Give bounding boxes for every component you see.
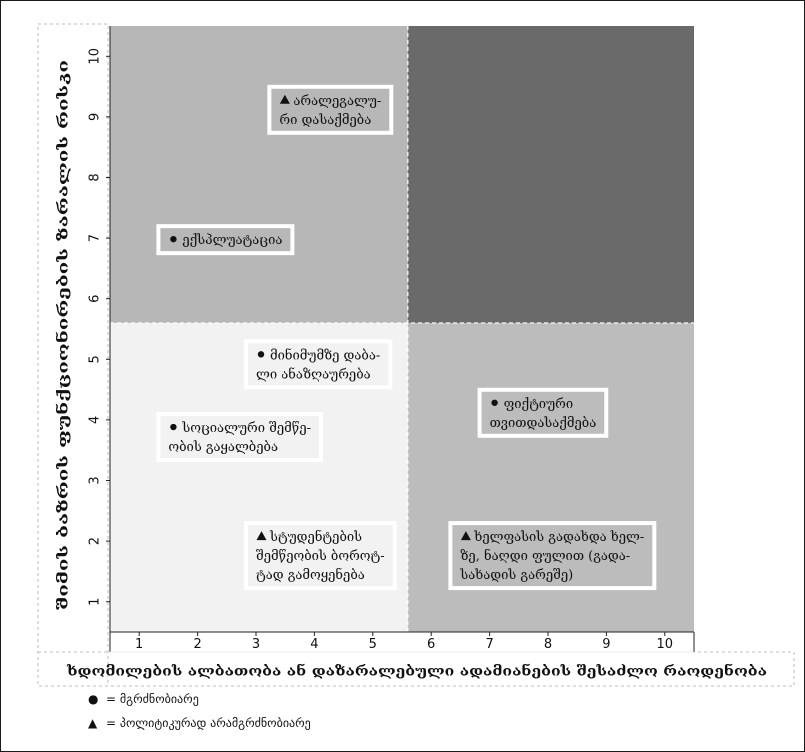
data-point-marker-triangle (460, 531, 471, 541)
x-axis-title: ხდომილების ალბათობა ან დაზარალებული ადამ… (66, 664, 768, 680)
dot-icon: ● (88, 692, 99, 706)
data-point-label-box (156, 224, 295, 256)
y-tick-label: 4 (88, 416, 103, 424)
legend-label-not-sensitive: = პოლიტიკურად არამგრძნობიარე (106, 716, 311, 730)
data-point-label: ობის გაყალბება (168, 440, 278, 455)
data-point-label: ტად გამოყენება (256, 567, 365, 583)
data-point-label-box (448, 521, 657, 591)
legend-label-sensitive: = მგრძნობიარე (106, 692, 199, 706)
x-tick-label: 5 (369, 637, 377, 652)
data-point-marker-triangle (256, 531, 267, 541)
y-axis-area-box (37, 23, 109, 687)
data-point-label: ფიქტიური (504, 397, 574, 412)
y-axis-title: შიმის ბაზრის ფუნქციონირების ზარალის რისკ… (56, 60, 72, 610)
data-point-label: ზე, ნაღდი ფულით (გადა- (460, 548, 630, 564)
data-point-6: სტუდენტების შემწეობის ბოროტ-ტად გამოყენებ… (244, 521, 397, 591)
y-tick-label: 6 (88, 295, 103, 303)
data-point-marker-dot (170, 423, 177, 431)
data-point-marker-triangle (279, 94, 290, 104)
y-tick-label: 5 (88, 355, 103, 363)
x-tick-label: 2 (193, 637, 201, 652)
data-point-5: ფიქტიური თვითდასაქმება (477, 387, 609, 438)
triangle-icon: ▲ (88, 716, 98, 730)
x-tick-label: 3 (252, 637, 260, 652)
data-point-7: ხელფასის გადახდა ხელ-ზე, ნაღდი ფულით (გა… (448, 521, 657, 591)
x-tick-label: 7 (485, 637, 493, 652)
x-tick-label: 9 (602, 637, 610, 652)
y-tick-label: 8 (88, 173, 103, 181)
y-tick-label: 10 (88, 48, 103, 65)
data-point-label: თვითდასაქმება (490, 416, 597, 431)
quadrant-3 (110, 26, 408, 323)
x-tick-label: 10 (657, 637, 674, 652)
y-tick-label: 3 (88, 476, 103, 484)
data-point-label: არალეგალუ- (293, 94, 381, 109)
x-tick-label: 6 (427, 637, 435, 652)
data-point-4: სოციალური შემწე-ობის გაყალბება (156, 412, 324, 463)
y-tick-label: 9 (88, 113, 103, 121)
data-point-marker-dot (491, 399, 498, 406)
x-tick-label: 4 (310, 637, 318, 652)
quadrant-4 (407, 26, 694, 323)
data-point-label-box (156, 412, 324, 463)
data-point-2: ექსპლუატაცია (156, 224, 295, 256)
data-point-label: ლი ანაზღაურება (256, 366, 371, 382)
y-tick-label: 2 (88, 537, 103, 545)
data-point-label-box (244, 339, 393, 390)
data-point-marker-dot (257, 351, 265, 358)
data-point-label-box (477, 387, 609, 438)
legend-item-sensitive: ● = მგრძნობიარე (88, 692, 199, 706)
data-point-label: რი დასაქმება (279, 113, 371, 128)
data-point-label: ექსპლუატაცია (182, 233, 282, 248)
data-point-label-box (244, 521, 397, 591)
y-tick-label: 7 (88, 234, 103, 242)
data-point-marker-dot (170, 235, 177, 243)
data-point-label: შემწეობის ბოროტ- (256, 549, 385, 564)
data-point-label: მინიმუმზე დაბა- (270, 347, 380, 363)
data-point-label: სახადის გარეშე) (459, 568, 573, 583)
data-point-label-box (267, 84, 394, 135)
data-point-1: არალეგალუ-რი დასაქმება (267, 84, 394, 135)
x-tick-label: 8 (544, 637, 552, 652)
legend-item-not-sensitive: ▲ = პოლიტიკურად არამგრძნობიარე (88, 716, 311, 730)
data-point-3: მინიმუმზე დაბა-ლი ანაზღაურება (244, 339, 393, 390)
data-point-label: ხელფასის გადახდა ხელ- (473, 530, 644, 545)
data-point-label: სტუდენტების (269, 529, 362, 545)
x-tick-label: 1 (135, 637, 143, 652)
data-point-label: სოციალური შემწე- (181, 421, 311, 436)
y-tick-label: 1 (88, 598, 103, 606)
